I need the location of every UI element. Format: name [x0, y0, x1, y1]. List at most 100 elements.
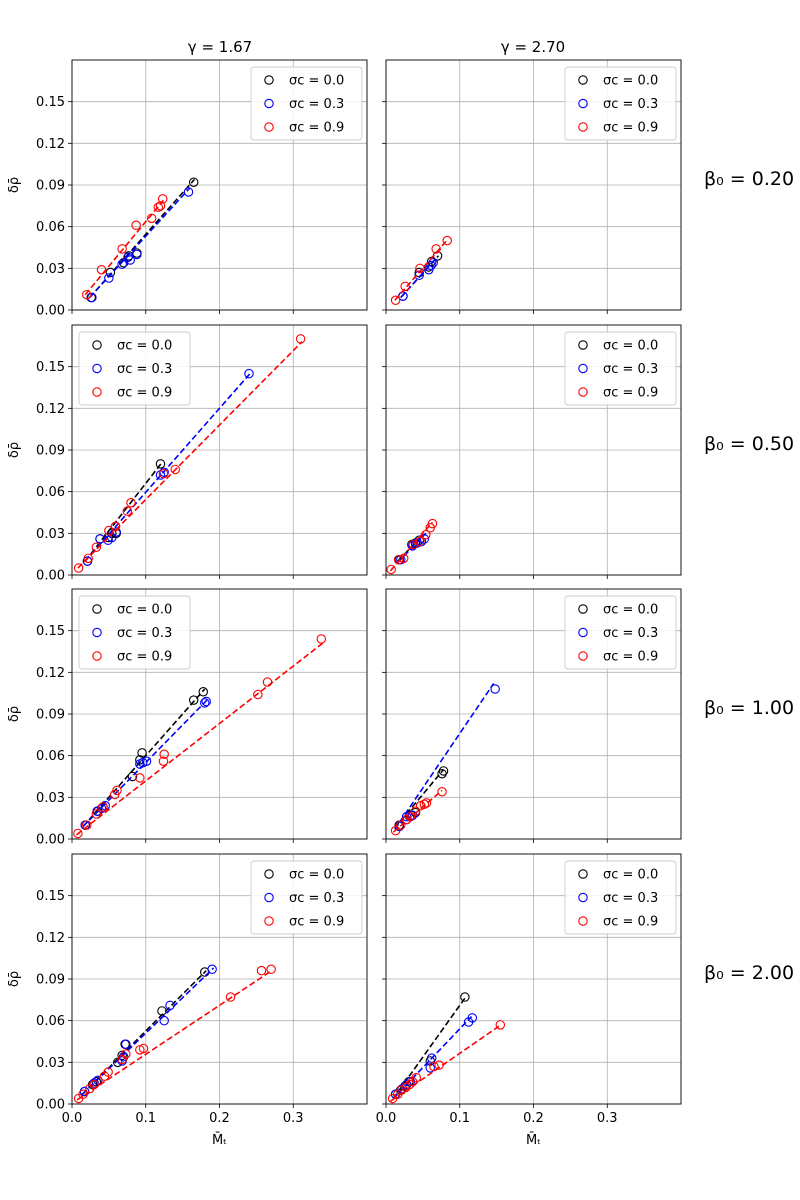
data-point	[125, 255, 136, 265]
data-point	[262, 677, 273, 687]
legend: σc = 0.0 σc = 0.3 σc = 0.9	[564, 595, 677, 670]
ticks: 0.00 0.03 0.06 0.09 0.12 0.15	[36, 360, 294, 584]
series-1	[87, 187, 194, 303]
data-point	[266, 964, 276, 975]
axes-frame	[71, 59, 368, 311]
fit-line	[89, 187, 191, 299]
legend-label: σc = 0.0	[289, 868, 344, 883]
data-point	[91, 1077, 102, 1087]
legend-label: σc = 0.0	[603, 603, 658, 618]
axes-frame	[71, 853, 368, 1105]
legend-label: σc = 0.9	[603, 650, 658, 665]
data-point	[138, 1043, 149, 1054]
panel-r3-c1: 0.0 0.1 0.2 0.3 M̄ₜ σc = 0.0 σc = 0.3 σc = 0.9	[376, 853, 682, 1148]
legend-label: σc = 0.9	[603, 121, 658, 136]
legend: σc = 0.0 σc = 0.3 σc = 0.9	[250, 66, 363, 141]
y-tick-label: 0.00	[36, 833, 65, 848]
y-tick-label: 0.12	[36, 402, 65, 417]
series-2	[73, 634, 327, 839]
x-axis-label: M̄ₜ	[212, 1133, 227, 1148]
legend-marker	[92, 604, 102, 614]
y-tick-label: 0.09	[36, 179, 65, 194]
row-label-beta-0.20: β₀ = 0.20	[704, 168, 794, 190]
data-point	[415, 536, 425, 547]
x-tick-label: 0.2	[523, 1111, 544, 1126]
legend-marker	[264, 892, 274, 903]
legend-marker	[92, 363, 102, 374]
legend-label: σc = 0.9	[289, 915, 344, 930]
column-titles: γ = 1.67 γ = 2.70	[188, 38, 565, 56]
data-point	[170, 464, 181, 475]
data-point	[131, 220, 141, 231]
data-point	[188, 695, 199, 705]
x-tick-label: 0.1	[449, 1111, 470, 1126]
data-point	[73, 828, 83, 839]
data-point	[295, 334, 306, 344]
data-point	[91, 809, 102, 819]
data-point	[421, 798, 432, 808]
data-point	[98, 802, 108, 812]
data-point	[159, 467, 169, 477]
fit-line	[392, 789, 443, 833]
data-point	[225, 992, 236, 1002]
legend-label: σc = 0.3	[603, 97, 658, 112]
data-point	[157, 1006, 167, 1016]
data-point	[200, 698, 210, 708]
data-point	[467, 1013, 478, 1023]
legend: σc = 0.0 σc = 0.3 σc = 0.9	[78, 331, 191, 406]
legend-marker	[92, 340, 102, 350]
data-point	[155, 201, 166, 211]
row-labels: β₀ = 0.20 β₀ = 0.50 β₀ = 1.00 β₀ = 2.00	[704, 168, 794, 984]
row-label-beta-2.00: β₀ = 2.00	[704, 962, 794, 984]
legend-label: σc = 0.9	[603, 915, 658, 930]
data-point	[135, 755, 145, 765]
y-tick-label: 0.15	[36, 360, 65, 375]
data-point	[91, 542, 102, 552]
data-point	[256, 965, 267, 976]
legend-label: σc = 0.9	[289, 121, 344, 136]
series-2	[73, 964, 276, 1104]
data-point	[183, 187, 194, 197]
data-point	[207, 964, 217, 975]
y-tick-label: 0.00	[36, 304, 65, 319]
y-tick-label: 0.03	[36, 527, 65, 542]
series-0	[82, 459, 166, 566]
legend-marker	[578, 916, 588, 926]
ticks: 0.00 0.03 0.06 0.09 0.12 0.15	[36, 95, 294, 319]
data-point	[398, 553, 409, 564]
legend-marker	[264, 98, 274, 109]
data-point	[411, 1072, 421, 1083]
fit-line	[82, 699, 208, 828]
legend-box	[250, 66, 363, 141]
legend: σc = 0.0 σc = 0.3 σc = 0.9	[564, 860, 677, 935]
legend-label: σc = 0.0	[289, 74, 344, 89]
fit-line	[81, 970, 207, 1095]
panel-r2-c1: σc = 0.0 σc = 0.3 σc = 0.9	[382, 588, 682, 843]
legend-marker	[578, 892, 588, 903]
axes-frame	[385, 853, 682, 1105]
data-point	[82, 289, 92, 300]
data-point	[386, 564, 396, 575]
fit-line	[76, 971, 271, 1101]
fit-line	[77, 341, 303, 569]
ticks: 0.00 0.03 0.06 0.09 0.12 0.15	[36, 624, 294, 848]
y-axis-label: δρ̄	[7, 177, 22, 193]
data-point	[159, 1015, 169, 1026]
legend-marker	[578, 651, 588, 661]
data-point	[442, 235, 452, 246]
x-tick-label: 0.0	[62, 1111, 83, 1126]
series-2	[390, 235, 452, 306]
axes-frame	[385, 324, 682, 576]
legend: σc = 0.0 σc = 0.3 σc = 0.9	[564, 331, 677, 406]
y-axis-label: δρ̄	[7, 971, 22, 987]
data-point	[157, 194, 168, 204]
legend-marker	[578, 75, 588, 85]
data-point	[201, 696, 211, 707]
data-point	[438, 766, 449, 776]
legend-marker	[264, 122, 274, 132]
legend-marker	[578, 604, 588, 614]
ticks: 0.0 0.1 0.2 0.3	[376, 895, 618, 1126]
legend-marker	[92, 651, 102, 661]
